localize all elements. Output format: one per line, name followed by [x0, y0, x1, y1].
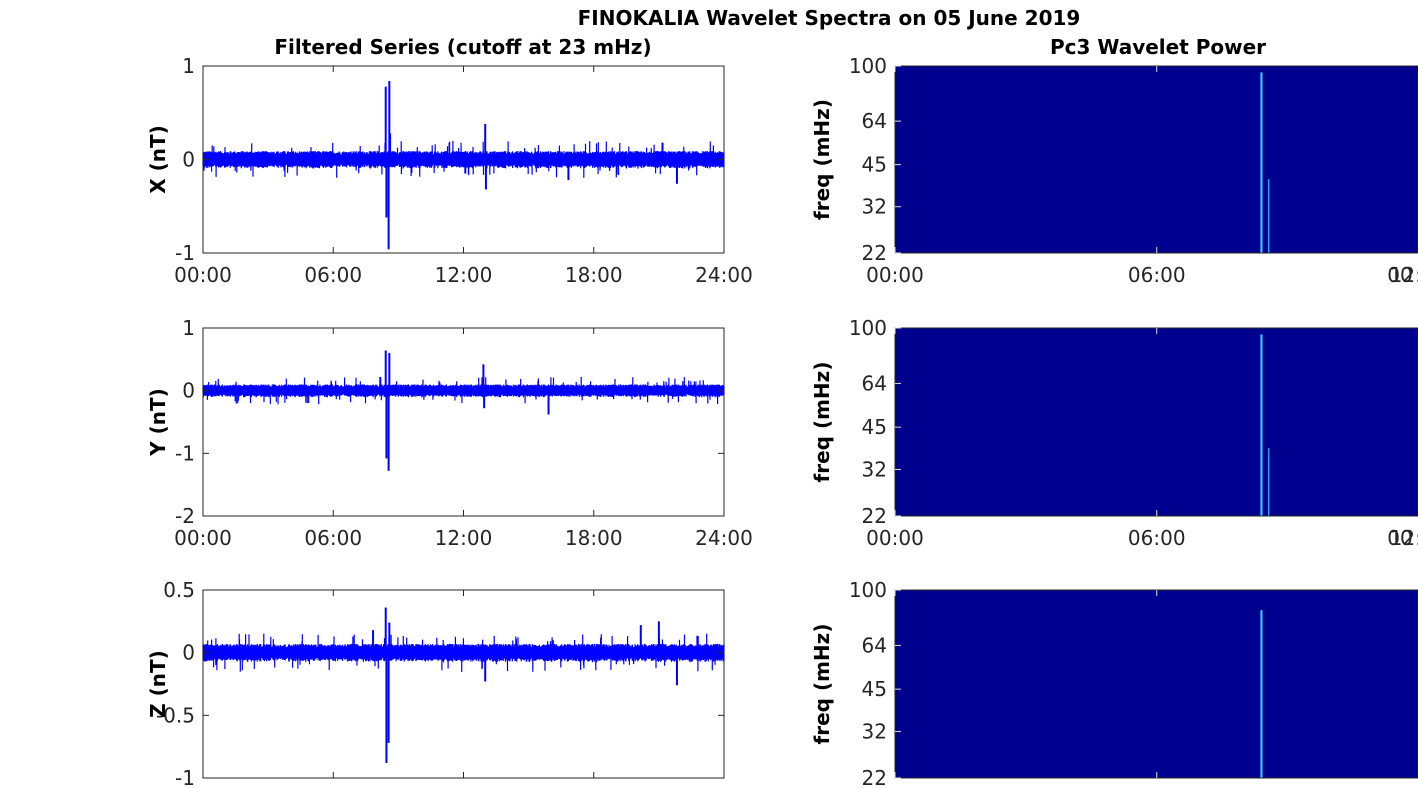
y-tick-label: -0.5 — [156, 703, 195, 727]
y-tick-label: 22 — [862, 241, 887, 265]
y-tick-label: 45 — [862, 415, 887, 439]
heatmap-background — [895, 66, 1418, 253]
y-tick-label: -1 — [175, 766, 195, 788]
series-excursions — [206, 377, 719, 405]
y-axis-label: X (nT) — [146, 125, 170, 194]
y-tick-label: 1 — [182, 54, 195, 78]
y-axis-label: freq (mHz) — [810, 362, 834, 483]
y-axis-label: Z (nT) — [146, 650, 170, 718]
x-tick-label: 12:00 — [1390, 526, 1418, 550]
left-column-title: Filtered Series (cutoff at 23 mHz) — [274, 35, 651, 59]
y-tick-label: -2 — [175, 504, 195, 528]
y-tick-label: 32 — [862, 719, 887, 743]
y-axis-label: Y (nT) — [146, 388, 170, 457]
series-excursions — [203, 141, 714, 178]
y-tick-label: -1 — [175, 441, 195, 465]
x-tick-label: 00:00 — [174, 526, 232, 550]
y-tick-label: 0 — [182, 379, 195, 403]
y-tick-label: 32 — [862, 195, 887, 219]
x-tick-label: 18:00 — [565, 526, 623, 550]
heatmap-background — [895, 328, 1418, 516]
y-tick-label: 100 — [849, 316, 887, 340]
y-tick-label: 100 — [849, 54, 887, 78]
series-panel-y: -2 -1 0 1 00:00 06:00 12:00 18:00 24:00 Y (nT) — [146, 316, 753, 550]
y-tick-label: 22 — [862, 766, 887, 788]
plot-area — [203, 590, 724, 778]
x-tick-label: 00:00 — [174, 263, 232, 287]
x-tick-label: 06:00 — [1128, 263, 1186, 287]
y-tick-label: 64 — [862, 371, 887, 395]
y-tick-label: 0.5 — [163, 578, 195, 602]
x-tick-label: 00 — [1387, 263, 1412, 287]
figure-title: FINOKALIA Wavelet Spectra on 05 June 201… — [578, 6, 1081, 30]
y-tick-label: 22 — [862, 504, 887, 528]
series-excursions — [207, 633, 716, 672]
plot-area — [203, 328, 724, 516]
series-line — [202, 384, 725, 398]
x-tick-label: 06:00 — [304, 526, 362, 550]
x-tick-label: 24:00 — [695, 263, 753, 287]
x-tick-label: 00:00 — [866, 263, 924, 287]
right-column-title: Pc3 Wavelet Power — [1050, 35, 1266, 59]
y-tick-label: 64 — [862, 633, 887, 657]
y-tick-label: 64 — [862, 109, 887, 133]
y-tick-label: 45 — [862, 153, 887, 177]
series-panel-z: -1 -0.5 0 0.5 Z (nT) — [146, 578, 725, 788]
x-tick-label: 06:00 — [1128, 526, 1186, 550]
heatmap-background — [895, 590, 1418, 778]
x-tick-label: 24:00 — [695, 526, 753, 550]
x-tick-label: 00:00 — [866, 526, 924, 550]
series-panel-x: -1 0 1 00:00 06:00 12:00 18:00 24:00 X (nT) — [146, 54, 753, 287]
wavelet-panel-z: 22 32 45 64 100 freq (mHz) — [810, 578, 1418, 788]
x-tick-label: 12:00 — [435, 526, 493, 550]
x-tick-label: 12:00 — [435, 263, 493, 287]
y-tick-label: 1 — [182, 316, 195, 340]
y-axis-label: freq (mHz) — [810, 624, 834, 745]
y-tick-label: -1 — [175, 241, 195, 265]
x-tick-label: 06:00 — [304, 263, 362, 287]
y-axis-label: freq (mHz) — [810, 99, 834, 220]
x-tick-label: 18:00 — [565, 263, 623, 287]
y-tick-label: 0 — [182, 148, 195, 172]
y-tick-label: 45 — [862, 677, 887, 701]
x-tick-label: 12:00 — [1390, 263, 1418, 287]
series-line — [202, 151, 725, 169]
x-tick-label: 00 — [1387, 526, 1412, 550]
y-tick-label: 32 — [862, 457, 887, 481]
y-tick-label: 0 — [182, 641, 195, 665]
y-tick-label: 100 — [849, 578, 887, 602]
